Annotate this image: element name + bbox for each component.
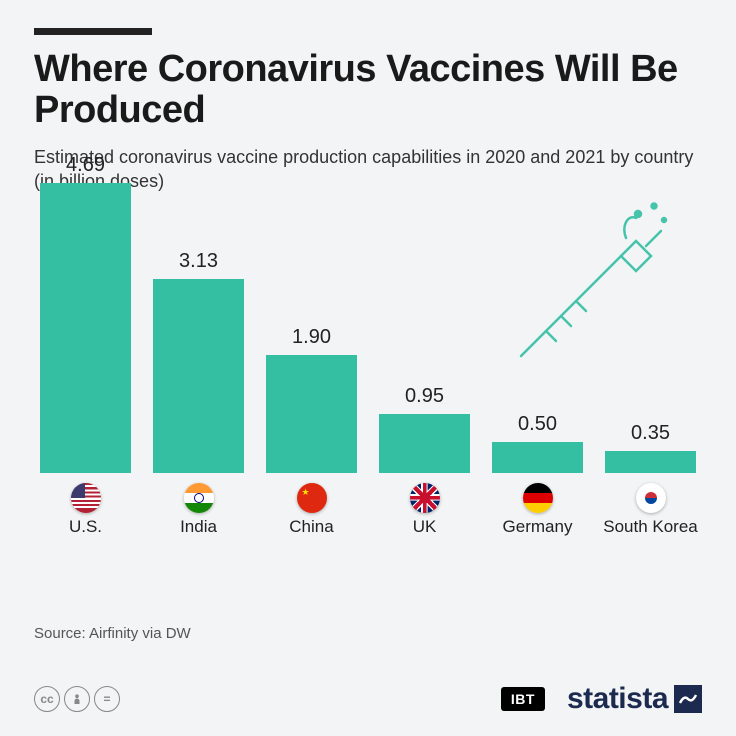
bar-column: 4.69 U.S. — [34, 154, 137, 537]
flag-icon — [184, 483, 214, 513]
ibt-logo: IBT — [501, 687, 545, 711]
bar-column: 0.95 UK — [373, 385, 476, 537]
footer: cc = IBT statista — [34, 682, 702, 716]
nd-icon: = — [94, 686, 120, 712]
statista-wave-icon — [674, 685, 702, 713]
chart-title: Where Coronavirus Vaccines Will Be Produ… — [34, 49, 702, 131]
flag-icon — [297, 483, 327, 513]
bar-value-label: 1.90 — [292, 326, 331, 349]
bar-value-label: 4.69 — [66, 154, 105, 177]
country-label: U.S. — [69, 517, 102, 537]
bar-rect — [153, 279, 244, 473]
bar-group: 4.69U.S.3.13India1.90China0.95UK0.50Germ… — [34, 212, 702, 537]
bar-column: 1.90 China — [260, 326, 363, 536]
bar-column: 3.13 India — [147, 250, 250, 537]
country-label: India — [180, 517, 217, 537]
bar-rect — [40, 183, 131, 473]
bar-column: 0.35 South Korea — [599, 422, 702, 537]
statista-logo: statista — [567, 682, 702, 716]
flag-icon — [636, 483, 666, 513]
country-label: South Korea — [603, 517, 698, 537]
statista-label: statista — [567, 682, 668, 716]
license-badges: cc = — [34, 686, 120, 712]
infographic-card: Where Coronavirus Vaccines Will Be Produ… — [0, 0, 736, 736]
accent-bar — [34, 28, 152, 35]
bar-rect — [379, 414, 470, 473]
by-icon — [64, 686, 90, 712]
bar-rect — [266, 355, 357, 472]
bar-value-label: 3.13 — [179, 250, 218, 273]
country-label: UK — [413, 517, 437, 537]
footer-brands: IBT statista — [501, 682, 702, 716]
bar-value-label: 0.50 — [518, 413, 557, 436]
flag-icon — [410, 483, 440, 513]
country-label: China — [289, 517, 333, 537]
bar-rect — [492, 442, 583, 473]
bar-rect — [605, 451, 696, 473]
source-text: Source: Airfinity via DW — [34, 625, 702, 642]
flag-icon — [71, 483, 101, 513]
bar-value-label: 0.95 — [405, 385, 444, 408]
cc-icon: cc — [34, 686, 60, 712]
country-label: Germany — [503, 517, 573, 537]
bar-column: 0.50 Germany — [486, 413, 589, 537]
bar-value-label: 0.35 — [631, 422, 670, 445]
flag-icon — [523, 483, 553, 513]
chart-area: 4.69U.S.3.13India1.90China0.95UK0.50Germ… — [34, 212, 702, 607]
